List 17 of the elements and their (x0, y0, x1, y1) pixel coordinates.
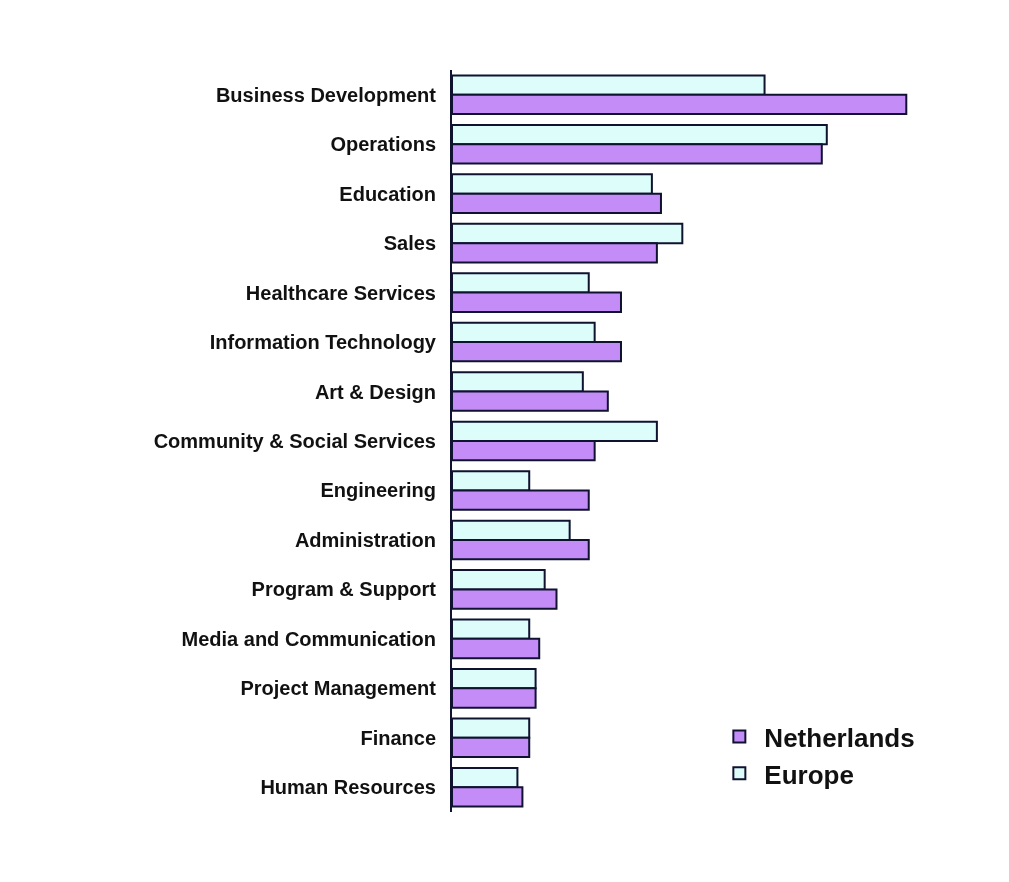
y-tick-label: Operations (330, 133, 436, 156)
y-tick-label: Art & Design (314, 380, 436, 403)
y-tick-label: Human Resources (260, 776, 436, 799)
y-tick-label: Education (339, 182, 436, 205)
y-tick-label: Project Management (240, 677, 437, 700)
legend-label: Europe (764, 759, 854, 790)
y-tick-label: Finance (360, 726, 436, 749)
y-tick-label: Sales (383, 232, 436, 255)
y-tick-label: Business Development (215, 83, 437, 106)
y-tick-label: Community & Social Services (153, 430, 436, 452)
y-tick-label: Information Technology (209, 331, 437, 354)
y-tick-label: Program & Support (251, 578, 437, 601)
y-tick-label: Healthcare Services (245, 281, 436, 304)
y-tick-label: Engineering (320, 479, 436, 502)
legend-label: Netherlands (764, 722, 915, 753)
y-tick-label: Media and Communication (181, 627, 436, 650)
y-tick-label: Administration (294, 528, 436, 551)
